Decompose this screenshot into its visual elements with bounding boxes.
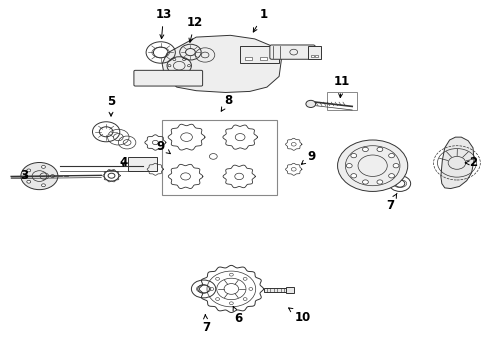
Polygon shape — [162, 35, 282, 93]
Text: 6: 6 — [233, 306, 243, 325]
Text: 7: 7 — [386, 193, 397, 212]
Text: 9: 9 — [157, 140, 171, 154]
Text: 4: 4 — [119, 156, 127, 169]
Circle shape — [243, 278, 247, 280]
Circle shape — [188, 64, 191, 67]
Text: 7: 7 — [202, 315, 210, 334]
Circle shape — [216, 298, 220, 301]
Circle shape — [351, 174, 357, 178]
Circle shape — [183, 71, 186, 73]
Bar — [240, 46, 279, 63]
Bar — [265, 288, 291, 292]
Circle shape — [377, 180, 383, 184]
Circle shape — [210, 288, 214, 291]
Circle shape — [27, 169, 31, 172]
Circle shape — [306, 100, 316, 108]
Circle shape — [168, 64, 171, 67]
Bar — [245, 57, 252, 60]
Circle shape — [209, 154, 217, 159]
Text: 2: 2 — [466, 156, 477, 169]
Circle shape — [243, 298, 247, 301]
Circle shape — [216, 278, 220, 280]
Circle shape — [363, 180, 368, 184]
Bar — [308, 46, 320, 59]
Circle shape — [377, 147, 383, 152]
Circle shape — [229, 273, 233, 276]
Circle shape — [42, 166, 46, 168]
Text: 11: 11 — [333, 75, 349, 98]
Text: 13: 13 — [155, 8, 172, 39]
Circle shape — [183, 58, 186, 60]
FancyBboxPatch shape — [134, 70, 202, 86]
Text: 5: 5 — [107, 95, 115, 116]
Bar — [260, 57, 267, 60]
Text: 12: 12 — [187, 16, 203, 42]
Circle shape — [50, 175, 54, 177]
Circle shape — [173, 71, 176, 73]
Bar — [311, 55, 314, 57]
Circle shape — [363, 147, 368, 152]
Text: 10: 10 — [289, 308, 311, 324]
Circle shape — [27, 180, 31, 183]
Bar — [128, 157, 157, 171]
Circle shape — [338, 140, 408, 192]
Text: 1: 1 — [253, 8, 268, 32]
Circle shape — [42, 184, 46, 187]
Circle shape — [351, 153, 357, 158]
Text: 9: 9 — [301, 149, 316, 164]
Circle shape — [173, 58, 176, 60]
Text: 8: 8 — [221, 94, 232, 111]
Circle shape — [249, 288, 253, 291]
FancyBboxPatch shape — [270, 45, 315, 59]
Circle shape — [229, 302, 233, 305]
Bar — [162, 120, 277, 195]
Bar — [315, 55, 318, 57]
Bar — [327, 93, 357, 111]
Circle shape — [393, 163, 399, 168]
Circle shape — [21, 162, 58, 190]
Polygon shape — [441, 137, 474, 189]
Bar — [287, 287, 294, 293]
Text: 3: 3 — [20, 169, 28, 182]
Circle shape — [389, 153, 394, 158]
Circle shape — [346, 163, 352, 168]
Circle shape — [389, 174, 394, 178]
